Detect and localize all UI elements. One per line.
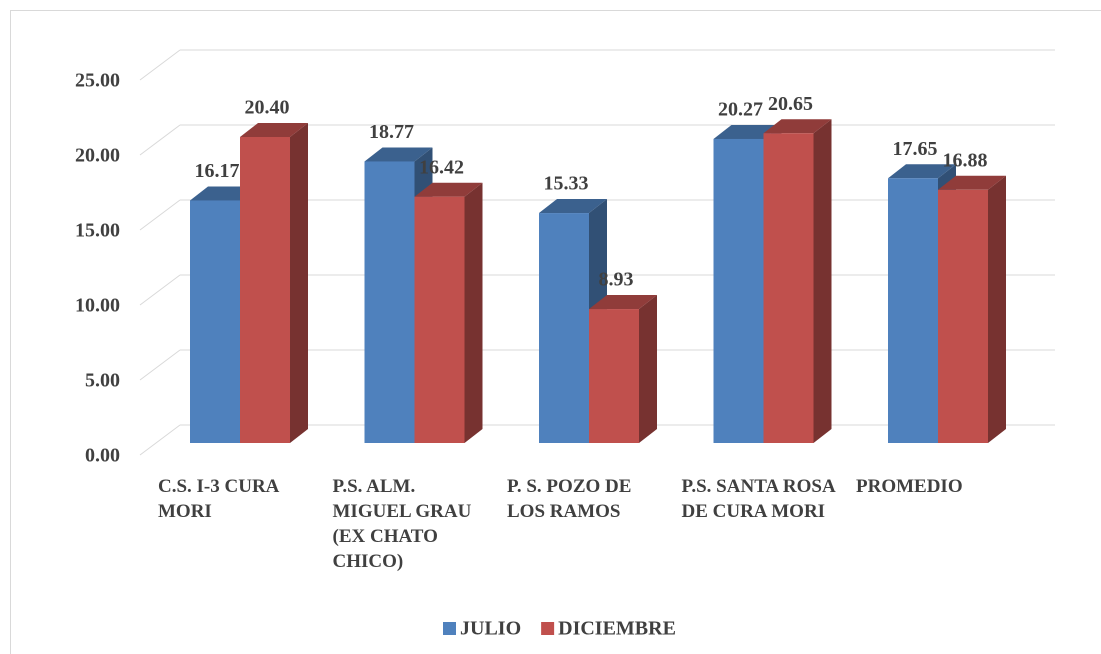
bar	[539, 213, 589, 443]
bar-side	[464, 182, 483, 443]
y-tick-label: 10.00	[75, 295, 120, 317]
x-tick-label: P.S. ALM. MIGUEL GRAU (EX CHATO CHICO)	[332, 476, 472, 572]
data-label: 15.33	[544, 173, 589, 195]
data-label: 16.42	[419, 156, 464, 178]
bar-side	[813, 119, 832, 443]
legend-swatch	[443, 622, 456, 635]
bar-top	[539, 199, 607, 214]
data-label: 20.27	[718, 99, 763, 121]
bar	[414, 196, 465, 443]
x-tick-label: P. S. POZO DE LOS RAMOS	[507, 476, 632, 522]
legend-label: DICIEMBRE	[558, 618, 676, 640]
bar	[713, 138, 764, 443]
bar-top	[240, 123, 308, 137]
y-tick-label: 20.00	[75, 145, 120, 167]
data-label: 18.77	[369, 121, 414, 143]
bar-top	[364, 147, 433, 162]
data-label: 20.65	[768, 93, 813, 115]
bar-side	[639, 295, 657, 443]
x-tick-label: P.S. SANTA ROSA DE CURA MORI	[681, 476, 835, 522]
data-label: 16.88	[943, 149, 988, 171]
bar	[190, 200, 240, 443]
data-label: 8.93	[599, 269, 634, 291]
bar	[888, 178, 938, 443]
x-tick-label: C.S. I-3 CURA MORI	[158, 476, 279, 522]
bar-top	[589, 295, 657, 310]
y-tick-label: 15.00	[75, 220, 120, 242]
bar-top	[763, 119, 832, 134]
legend-swatch	[541, 622, 555, 635]
grid-line	[139, 274, 181, 306]
y-tick-label: 5.00	[85, 370, 120, 392]
grid-line	[139, 49, 181, 81]
grid-line	[139, 349, 181, 381]
bar	[763, 133, 814, 443]
bar	[240, 137, 290, 443]
bar-side	[988, 175, 1006, 444]
bar-top	[414, 182, 483, 197]
chart-border	[10, 10, 1101, 654]
grid-line	[139, 424, 181, 456]
data-label: 17.65	[893, 138, 938, 160]
bar	[938, 189, 988, 443]
bar	[589, 309, 639, 443]
data-label: 16.17	[195, 160, 240, 182]
bar-top	[938, 175, 1006, 190]
x-tick-label: PROMEDIO	[856, 476, 963, 497]
grid-line	[139, 124, 181, 156]
y-tick-label: 25.00	[75, 70, 120, 92]
bar-side	[290, 123, 308, 443]
data-label: 20.40	[245, 97, 290, 119]
grid-line	[139, 199, 181, 231]
bar	[364, 161, 415, 443]
y-tick-label: 0.00	[85, 445, 120, 467]
bar-top	[888, 164, 956, 179]
legend-label: JULIO	[460, 618, 521, 640]
